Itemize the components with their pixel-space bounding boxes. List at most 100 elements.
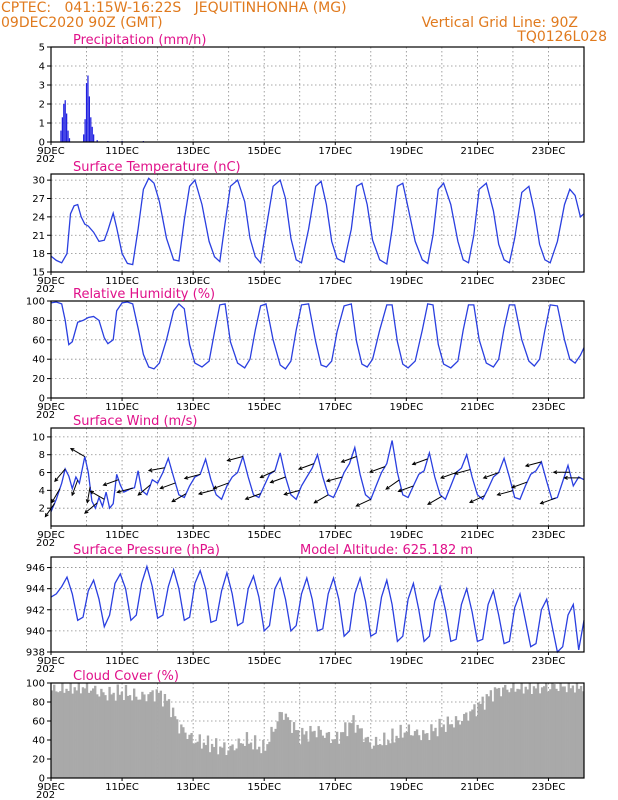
temp-y-tick-label: 30 — [32, 176, 45, 187]
cloud-bar — [65, 688, 68, 778]
cloud-bar — [528, 683, 531, 778]
cloud-bar — [92, 688, 95, 778]
precip-y-tick-label: 0 — [39, 138, 45, 149]
cloud-bar — [405, 731, 408, 778]
cloud-bar — [305, 731, 308, 778]
cloud-bar — [514, 691, 517, 778]
wind-arrow-head — [325, 478, 331, 483]
rh-x-tick-label: 13DEC — [176, 402, 210, 413]
cloud-bar — [489, 690, 493, 778]
cloud-bar — [89, 690, 93, 778]
cloud-bar — [381, 745, 384, 778]
cloud-bar — [204, 745, 208, 778]
wind-arrow-shaft — [184, 473, 201, 479]
cloud-bar — [579, 685, 583, 778]
wind-x-tick-label: 11DEC — [105, 530, 139, 541]
cloud-bar — [338, 743, 341, 778]
cloud-bar — [294, 730, 298, 778]
cloud-bar — [436, 736, 439, 778]
wind-arrow-shaft — [427, 495, 443, 505]
precip-bar — [90, 117, 92, 142]
wind-arrow-head — [482, 475, 488, 479]
cloud-year-label: 202 — [36, 790, 55, 800]
cloud-bar — [106, 700, 109, 778]
wind-direction-arrow — [511, 481, 528, 489]
cloud-bar — [467, 720, 470, 778]
cloud-bar — [491, 701, 495, 778]
rh-year-label: 202 — [36, 410, 55, 421]
cloud-bar — [420, 740, 423, 778]
wind-x-tick-label: 23DEC — [532, 530, 566, 541]
precip-y-tick-label: 3 — [39, 81, 45, 92]
precip-year-label: 202 — [36, 154, 55, 165]
cloud-bar — [176, 719, 179, 778]
cloud-bar — [112, 692, 115, 778]
precip-bar — [66, 113, 68, 142]
pressure-x-tick-label: 19DEC — [389, 656, 423, 667]
cloud-bar — [174, 716, 177, 778]
cloud-bar — [286, 717, 290, 778]
cloud-bar — [157, 692, 160, 778]
cloud-bar — [432, 731, 435, 778]
cloud-bar — [69, 683, 72, 778]
cloud-bar — [504, 684, 507, 778]
rh-x-tick-label: 9DEC — [37, 402, 64, 413]
cloud-bar — [200, 748, 203, 778]
cloud-bar — [540, 687, 544, 778]
wind-arrow-head — [259, 474, 264, 479]
pressure-x-tick-label: 23DEC — [532, 656, 566, 667]
cloud-bar — [502, 687, 505, 778]
cloud-bar — [454, 716, 458, 778]
pressure-x-tick-label: 17DEC — [318, 656, 352, 667]
precip-x-tick-label: 23DEC — [532, 146, 566, 157]
cloud-bar — [290, 732, 294, 778]
wind-arrow-shaft — [412, 458, 428, 465]
wind-arrow-head — [340, 459, 346, 463]
cloud-bar — [327, 731, 331, 778]
wind-direction-arrow — [51, 488, 61, 504]
temp-title: Surface Temperature (nC) — [73, 160, 241, 175]
cloud-bar — [438, 718, 441, 778]
cloud-bar — [571, 685, 575, 778]
cloud-bar — [223, 742, 226, 778]
rh-x-tick-label: 11DEC — [105, 402, 139, 413]
cloud-bar — [126, 695, 130, 778]
cloud-bar — [409, 735, 413, 778]
wind-direction-arrow — [102, 479, 119, 487]
cloud-bar — [356, 724, 359, 778]
cloud-bar — [422, 730, 425, 778]
cloud-panel: 0 20 40 60 80 100 9DEC 11DEC 13DEC 15DEC 17DEC 19DE… — [26, 669, 585, 800]
cloud-bar — [264, 750, 267, 778]
cloud-bar — [424, 733, 427, 778]
wind-arrow-head — [137, 491, 142, 496]
header-location: CPTEC: 041:15W-16:22S JEQUITINHONHA (MG) — [1, 0, 347, 16]
cloud-bar — [413, 731, 417, 778]
cloud-bar — [262, 739, 265, 778]
wind-arrow-shaft — [86, 486, 91, 503]
wind-arrow-head — [453, 471, 459, 475]
wind-direction-arrow — [147, 467, 165, 473]
cloud-bar — [393, 742, 396, 778]
cloud-bar — [575, 683, 579, 778]
wind-arrow-head — [411, 461, 417, 466]
precip-x-tick-label: 21DEC — [461, 146, 495, 157]
wind-direction-arrow — [84, 502, 98, 514]
cloud-bar — [260, 753, 263, 778]
temp-x-tick-label: 23DEC — [532, 276, 566, 287]
cloud-bar — [577, 688, 581, 778]
wind-arrow-shaft — [497, 490, 514, 496]
cloud-bar — [563, 686, 566, 778]
cloud-bar — [63, 692, 66, 778]
cloud-bar — [77, 683, 80, 778]
cloud-bar — [221, 747, 224, 778]
cloud-bar — [368, 742, 372, 778]
wind-direction-arrow — [244, 493, 261, 501]
header-run-time: 09DEC2020 90Z (GMT) — [1, 15, 163, 31]
cloud-bar — [219, 746, 222, 778]
cloud-bar — [59, 691, 62, 778]
cloud-bar — [374, 736, 378, 778]
cloud-bar — [237, 738, 240, 778]
cloud-bar — [573, 692, 577, 778]
wind-arrow-head — [269, 479, 275, 484]
wind-arrow-shaft — [245, 493, 261, 500]
